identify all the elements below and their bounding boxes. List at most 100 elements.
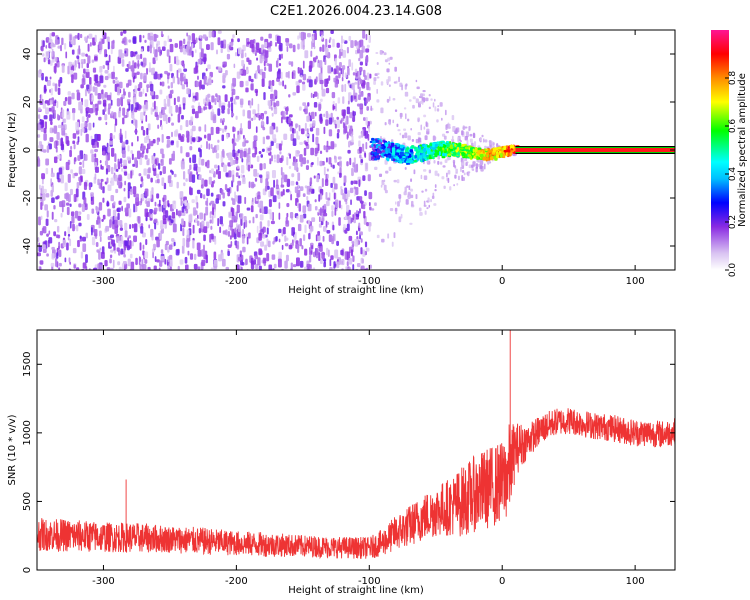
- heatmap-cell: [201, 249, 205, 257]
- heatmap-cell: [388, 84, 391, 88]
- heatmap-cell: [344, 83, 347, 92]
- heatmap-cell: [46, 253, 49, 257]
- heatmap-cell: [130, 65, 134, 72]
- heatmap-cell: [76, 89, 80, 93]
- figure-title: C2E1.2026.004.23.14.G08: [270, 4, 442, 19]
- heatmap-cell: [99, 75, 104, 84]
- heatmap-cell: [117, 158, 120, 168]
- heatmap-cell: [353, 95, 357, 100]
- heatmap-cell: [269, 158, 272, 165]
- heatmap-cell: [112, 79, 116, 84]
- heatmap-cell: [433, 98, 436, 102]
- heatmap-cell: [342, 65, 346, 70]
- heatmap-cell: [312, 57, 317, 63]
- heatmap-cell: [237, 256, 242, 261]
- heatmap-cell: [344, 198, 348, 202]
- heatmap-cell: [348, 92, 351, 101]
- heatmap-cell: [497, 146, 502, 150]
- heatmap-cell: [130, 50, 134, 58]
- heatmap-cell: [248, 220, 251, 224]
- heatmap-cell: [324, 179, 329, 187]
- heatmap-cell: [92, 122, 95, 128]
- heatmap-cell: [126, 83, 129, 88]
- heatmap-cell: [195, 80, 199, 88]
- heatmap-cell: [114, 123, 116, 133]
- heatmap-cell: [261, 55, 265, 62]
- heatmap-cell: [239, 213, 244, 220]
- heatmap-cell: [85, 71, 90, 78]
- heatmap-cell: [112, 239, 115, 247]
- heatmap-cell: [163, 210, 166, 217]
- heatmap-cell: [280, 71, 283, 80]
- heatmap-cell: [159, 81, 162, 86]
- heatmap-cell: [201, 158, 205, 166]
- heatmap-cell: [303, 147, 307, 156]
- heatmap-cell: [117, 207, 121, 213]
- heatmap-cell: [110, 249, 114, 253]
- heatmap-cell: [178, 134, 182, 141]
- heatmap-cell: [298, 124, 301, 132]
- heatmap-cell: [348, 209, 351, 216]
- heatmap-cell: [389, 121, 391, 126]
- x-tick-label: 0: [499, 276, 505, 287]
- heatmap-cell: [60, 44, 62, 52]
- heatmap-cell: [267, 240, 271, 248]
- heatmap-cell: [155, 179, 158, 184]
- heatmap-cell: [192, 207, 197, 216]
- heatmap-cell: [70, 169, 74, 174]
- heatmap-cell: [284, 260, 288, 269]
- heatmap-cell: [126, 203, 130, 209]
- heatmap-cell: [307, 219, 311, 225]
- heatmap-cell: [154, 34, 159, 39]
- heatmap-cell: [506, 149, 511, 153]
- heatmap-cell: [286, 46, 289, 52]
- heatmap-cell: [72, 247, 77, 254]
- heatmap-cell: [146, 67, 148, 75]
- heatmap-cell: [444, 109, 447, 116]
- heatmap-cell: [309, 177, 313, 185]
- heatmap-cell: [259, 214, 264, 221]
- heatmap-cell: [105, 168, 108, 175]
- heatmap-cell: [423, 114, 427, 118]
- heatmap-cell: [296, 202, 300, 209]
- heatmap-cell: [94, 82, 98, 86]
- heatmap-cell: [304, 50, 309, 59]
- colorbar-tick-label: 0.4: [728, 167, 738, 182]
- heatmap-cell: [397, 201, 400, 207]
- heatmap-cell: [261, 206, 264, 213]
- heatmap-cell: [146, 127, 149, 136]
- heatmap-cell: [512, 144, 515, 149]
- heatmap-cell: [297, 135, 300, 140]
- heatmap-cell: [325, 110, 329, 119]
- heatmap-cell: [154, 159, 158, 166]
- heatmap-cell: [118, 240, 123, 247]
- heatmap-cell: [170, 82, 173, 89]
- heatmap-cell: [189, 145, 193, 151]
- heatmap-cell: [37, 252, 41, 257]
- heatmap-cell: [388, 96, 391, 102]
- heatmap-cell: [191, 33, 196, 43]
- heatmap-cell: [399, 132, 402, 136]
- heatmap-cell: [309, 127, 314, 132]
- heatmap-cell: [369, 73, 372, 79]
- heatmap-cell: [98, 223, 101, 229]
- heatmap-cell: [404, 91, 409, 97]
- heatmap-cell: [368, 34, 371, 44]
- heatmap-cell: [374, 166, 378, 170]
- heatmap-cell: [224, 125, 228, 130]
- heatmap-cell: [266, 135, 270, 140]
- heatmap-cell: [51, 197, 55, 204]
- heatmap-cell: [192, 98, 196, 103]
- heatmap-cell: [288, 94, 291, 98]
- heatmap-cell: [261, 148, 265, 152]
- heatmap-cell: [410, 178, 413, 183]
- heatmap-cell: [383, 52, 387, 56]
- heatmap-cell: [359, 67, 363, 72]
- heatmap-cell: [73, 194, 77, 203]
- heatmap-cell: [234, 240, 238, 246]
- heatmap-cell: [308, 188, 312, 192]
- heatmap-cell: [197, 166, 201, 173]
- heatmap-cell: [413, 169, 416, 175]
- heatmap-cell: [252, 109, 256, 115]
- heatmap-cell: [166, 135, 171, 140]
